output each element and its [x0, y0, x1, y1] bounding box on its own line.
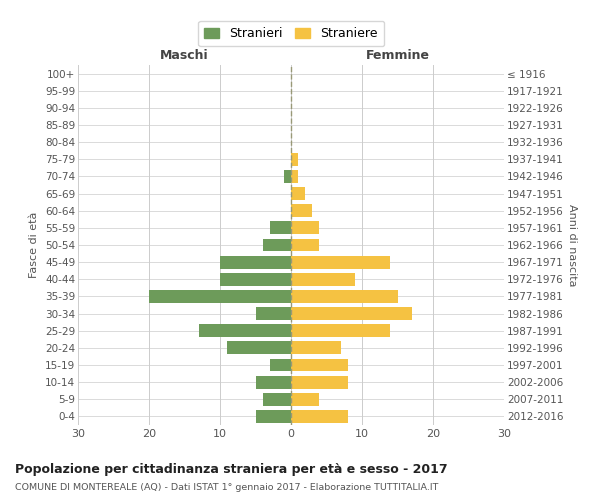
Legend: Stranieri, Straniere: Stranieri, Straniere: [198, 21, 384, 46]
Bar: [263, 238, 291, 252]
Bar: [291, 307, 412, 320]
Bar: [199, 324, 291, 337]
Bar: [291, 238, 319, 252]
Bar: [220, 273, 291, 285]
Bar: [256, 376, 291, 388]
Bar: [256, 307, 291, 320]
Bar: [291, 187, 305, 200]
Text: Popolazione per cittadinanza straniera per età e sesso - 2017: Popolazione per cittadinanza straniera p…: [15, 462, 448, 475]
Bar: [220, 256, 291, 268]
Text: COMUNE DI MONTEREALE (AQ) - Dati ISTAT 1° gennaio 2017 - Elaborazione TUTTITALIA: COMUNE DI MONTEREALE (AQ) - Dati ISTAT 1…: [15, 482, 439, 492]
Bar: [291, 324, 391, 337]
Bar: [263, 393, 291, 406]
Bar: [291, 273, 355, 285]
Bar: [291, 170, 298, 183]
Bar: [291, 376, 348, 388]
Bar: [270, 222, 291, 234]
Bar: [291, 358, 348, 372]
Bar: [284, 170, 291, 183]
Bar: [291, 153, 298, 166]
Text: Maschi: Maschi: [160, 48, 209, 62]
Bar: [227, 342, 291, 354]
Y-axis label: Anni di nascita: Anni di nascita: [568, 204, 577, 286]
Bar: [291, 222, 319, 234]
Bar: [149, 290, 291, 303]
Bar: [291, 410, 348, 423]
Bar: [291, 393, 319, 406]
Bar: [291, 290, 398, 303]
Text: Femmine: Femmine: [365, 48, 430, 62]
Y-axis label: Fasce di età: Fasce di età: [29, 212, 40, 278]
Bar: [270, 358, 291, 372]
Bar: [291, 204, 313, 217]
Bar: [291, 342, 341, 354]
Bar: [256, 410, 291, 423]
Bar: [291, 256, 391, 268]
